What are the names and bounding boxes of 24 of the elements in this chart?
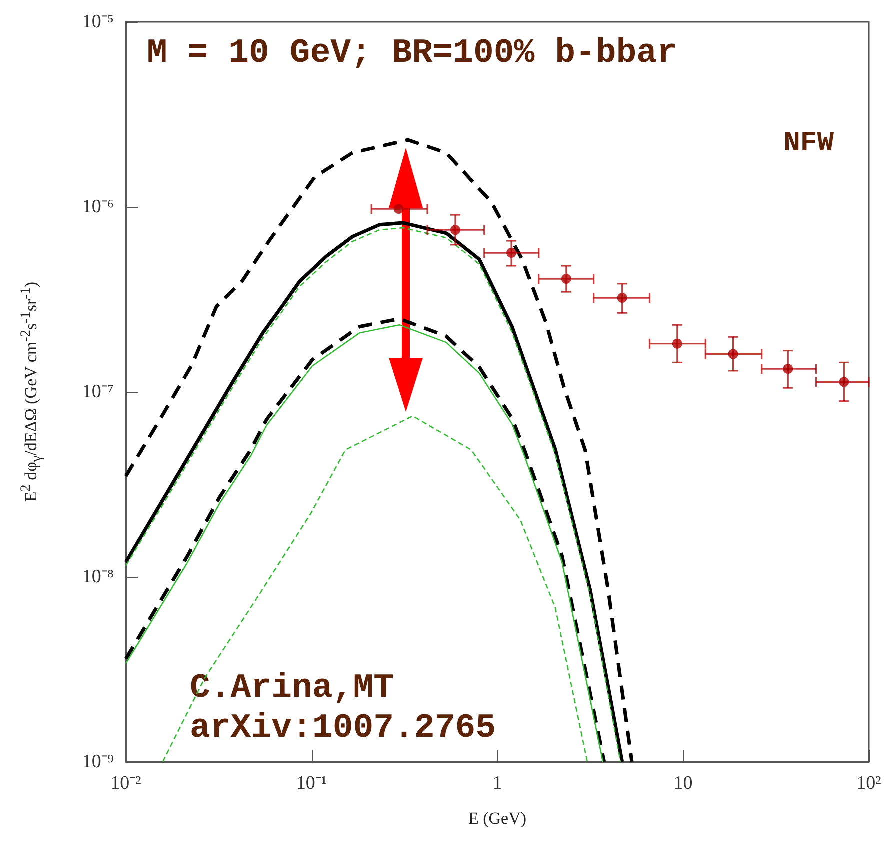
x-tick-label: 10² — [856, 773, 882, 794]
point — [728, 349, 738, 360]
y-tick-label: 10⁻⁸ — [82, 566, 114, 588]
point — [450, 225, 460, 236]
y-tick-label: 10⁻⁷ — [82, 382, 114, 402]
chart-title: M = 10 GeV; BR=100% b-bbar — [147, 35, 678, 73]
x-tick-label: 10 — [674, 773, 693, 794]
x-axis-title: E (GeV) — [468, 809, 527, 828]
annotation: C.Arina,MT — [190, 670, 394, 708]
y-tick-label: 10⁻⁵ — [82, 12, 114, 32]
point — [672, 338, 682, 349]
point — [617, 293, 628, 304]
x-tick-label: 10⁻¹ — [296, 773, 328, 794]
point — [561, 274, 572, 284]
annotation: NFW — [784, 128, 834, 160]
y-tick-label: 10⁻⁹ — [82, 752, 114, 772]
y-tick-label: 10⁻⁶ — [82, 196, 114, 218]
point — [783, 364, 794, 374]
x-tick-label: 1 — [492, 773, 502, 794]
point — [394, 204, 404, 214]
annotation: arXiv:1007.2765 — [190, 710, 496, 748]
point — [839, 377, 850, 388]
point — [506, 248, 517, 258]
x-tick-label: 10⁻² — [110, 773, 142, 794]
